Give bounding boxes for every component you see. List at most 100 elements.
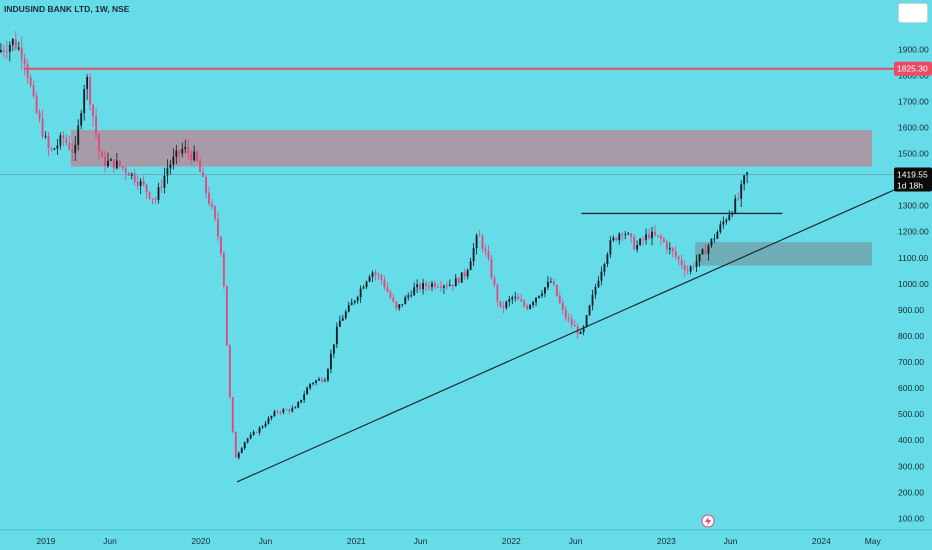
candle-body-233 — [692, 266, 695, 268]
candle-body-94 — [279, 412, 282, 413]
candle-body-206 — [612, 237, 615, 241]
time-tick-label: Jun — [724, 536, 738, 546]
price-tick-label: 400.00 — [898, 435, 924, 445]
candle-body-114 — [338, 320, 341, 327]
price-tick-label: 800.00 — [898, 331, 924, 341]
candle-body-4 — [11, 39, 14, 45]
candle-body-170 — [505, 301, 508, 308]
candle-body-190 — [564, 309, 567, 319]
candle-body-230 — [683, 265, 686, 271]
candle-body-128 — [380, 275, 383, 280]
candle-body-14 — [41, 118, 44, 137]
candle-body-136 — [404, 297, 407, 305]
candle-body-158 — [469, 261, 472, 271]
time-tick-label: 2021 — [347, 536, 366, 546]
candle-body-64 — [190, 153, 193, 161]
candle-body-144 — [428, 285, 430, 288]
candle-body-174 — [517, 296, 520, 300]
price-tick-label: 200.00 — [898, 487, 924, 497]
time-tick-label: May — [865, 536, 882, 546]
candle-body-34 — [101, 151, 103, 158]
candle-body-69 — [205, 176, 207, 193]
time-tick-label: Jun — [414, 536, 428, 546]
candle-body-167 — [496, 285, 499, 302]
candle-body-231 — [686, 270, 689, 272]
price-tick-label: 900.00 — [898, 305, 924, 315]
candle-body-251 — [746, 172, 749, 176]
time-tick-label: 2023 — [657, 536, 676, 546]
candle-body-18 — [53, 148, 56, 150]
candle-body-99 — [294, 407, 297, 409]
candle-body-66 — [196, 151, 199, 161]
last-price-tag — [894, 167, 932, 192]
candle-body-21 — [62, 135, 65, 139]
candle-body-176 — [523, 301, 526, 306]
candle-body-156 — [463, 272, 466, 277]
candle-body-77 — [228, 345, 231, 398]
candle-body-151 — [448, 284, 451, 286]
candle-body-50 — [148, 191, 151, 199]
candle-body-131 — [389, 291, 392, 298]
candle-body-221 — [657, 235, 659, 237]
candle-body-75 — [222, 253, 225, 286]
candle-body-40 — [118, 160, 121, 167]
candle-body-57 — [169, 164, 172, 169]
candle-body-31 — [92, 104, 95, 117]
candle-body-171 — [508, 299, 511, 302]
candle-body-16 — [47, 135, 50, 149]
candle-body-45 — [133, 173, 136, 182]
candle-body-120 — [356, 297, 359, 301]
candle-body-236 — [701, 249, 704, 255]
candle-body-0 — [0, 49, 2, 52]
candle-body-24 — [71, 149, 74, 153]
price-tick-label: 500.00 — [898, 409, 924, 419]
candle-body-204 — [606, 254, 609, 265]
time-tick-label: 2020 — [191, 536, 210, 546]
candle-body-96 — [285, 409, 288, 411]
candle-body-107 — [318, 379, 320, 381]
candle-body-56 — [166, 168, 169, 176]
candle-body-178 — [529, 304, 532, 309]
price-tick-label: 1500.00 — [898, 149, 929, 159]
candle-body-148 — [439, 287, 442, 288]
candle-body-6 — [17, 47, 20, 49]
candle-body-65 — [193, 151, 196, 161]
candle-body-141 — [419, 284, 422, 290]
candle-body-83 — [246, 438, 249, 443]
trendline — [236, 189, 895, 483]
candle-body-147 — [437, 287, 439, 288]
price-tick-label: 1100.00 — [898, 253, 928, 263]
price-tick-label: 1600.00 — [898, 122, 929, 132]
candle-body-60 — [178, 150, 181, 154]
candle-body-218 — [648, 234, 650, 239]
candle-body-97 — [288, 409, 291, 412]
candle-body-186 — [552, 281, 555, 285]
candle-body-212 — [630, 233, 633, 237]
candle-body-240 — [713, 238, 716, 240]
candle-body-127 — [377, 274, 380, 276]
lightning-icon[interactable] — [701, 514, 715, 528]
candle-body-173 — [514, 296, 517, 298]
candle-body-101 — [300, 399, 303, 403]
candle-body-33 — [98, 134, 100, 152]
candle-body-248 — [737, 198, 740, 200]
candle-body-42 — [124, 168, 127, 173]
settings-box[interactable] — [898, 3, 928, 23]
candle-body-38 — [112, 159, 115, 169]
candle-body-41 — [121, 166, 124, 169]
candle-body-112 — [332, 344, 335, 354]
candle-body-121 — [359, 288, 362, 298]
candle-body-135 — [401, 304, 404, 305]
candle-body-219 — [651, 231, 653, 239]
candle-body-9 — [26, 64, 29, 78]
candle-body-226 — [671, 247, 674, 252]
candle-body-210 — [624, 234, 627, 235]
candle-body-185 — [549, 281, 552, 283]
candle-body-139 — [413, 287, 416, 296]
candle-body-76 — [225, 285, 228, 346]
candle-body-168 — [499, 301, 502, 307]
candle-body-234 — [695, 261, 698, 268]
candle-body-193 — [573, 324, 576, 327]
